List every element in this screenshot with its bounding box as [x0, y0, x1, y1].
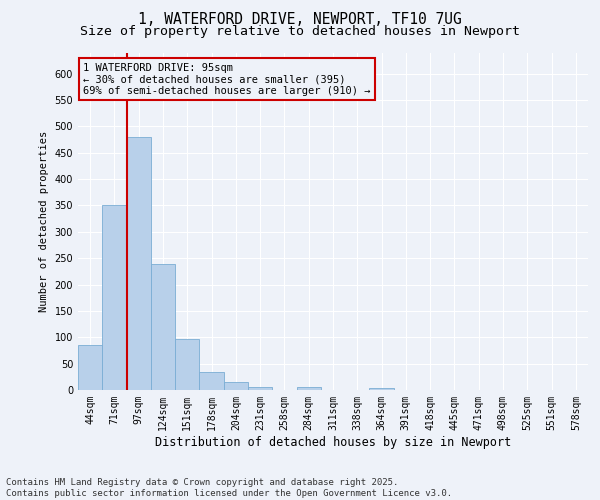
Bar: [248, 388, 272, 390]
Y-axis label: Number of detached properties: Number of detached properties: [39, 130, 49, 312]
Bar: [151, 264, 175, 390]
X-axis label: Distribution of detached houses by size in Newport: Distribution of detached houses by size …: [155, 436, 511, 448]
Bar: [370, 388, 394, 390]
Bar: [78, 345, 102, 390]
Text: Contains HM Land Registry data © Crown copyright and database right 2025.
Contai: Contains HM Land Registry data © Crown c…: [6, 478, 452, 498]
Bar: [127, 137, 151, 390]
Text: 1 WATERFORD DRIVE: 95sqm
← 30% of detached houses are smaller (395)
69% of semi-: 1 WATERFORD DRIVE: 95sqm ← 30% of detach…: [83, 62, 371, 96]
Text: Size of property relative to detached houses in Newport: Size of property relative to detached ho…: [80, 25, 520, 38]
Bar: [224, 382, 248, 390]
Bar: [296, 387, 321, 390]
Text: 1, WATERFORD DRIVE, NEWPORT, TF10 7UG: 1, WATERFORD DRIVE, NEWPORT, TF10 7UG: [138, 12, 462, 28]
Bar: [175, 339, 199, 390]
Bar: [199, 372, 224, 390]
Bar: [102, 206, 127, 390]
